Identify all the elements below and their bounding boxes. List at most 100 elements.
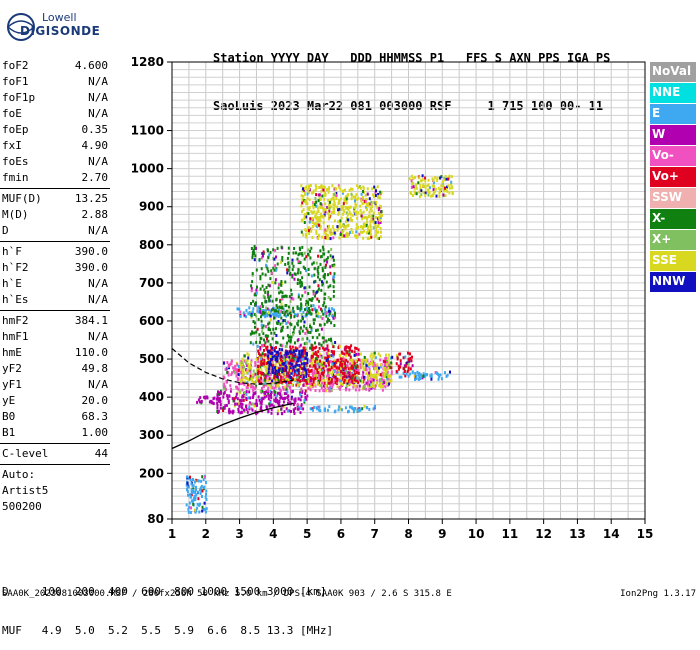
echo-point <box>333 192 336 196</box>
echo-point <box>332 289 335 293</box>
echo-point <box>350 192 353 196</box>
echo-point <box>328 319 331 322</box>
echo-point <box>317 311 320 315</box>
echo-point <box>195 493 198 497</box>
echo-point <box>227 373 230 377</box>
echo-point <box>373 367 376 371</box>
echo-point <box>312 261 315 265</box>
echo-point <box>260 399 263 403</box>
echo-point <box>201 495 203 498</box>
echo-point <box>324 191 327 194</box>
echo-point <box>268 311 271 315</box>
echo-point <box>419 189 422 192</box>
echo-point <box>328 214 331 218</box>
echo-point <box>411 194 414 197</box>
echo-point <box>255 401 258 405</box>
echo-point <box>265 390 268 394</box>
echo-point <box>331 264 334 267</box>
echo-point <box>253 331 256 335</box>
echo-point <box>261 343 263 347</box>
echo-point <box>366 208 368 212</box>
echo-point <box>308 339 311 343</box>
echo-point <box>421 174 424 178</box>
echo-point <box>312 380 315 384</box>
echo-point <box>365 364 368 368</box>
echo-point <box>257 317 260 321</box>
echo-point <box>304 396 307 399</box>
echo-point <box>326 355 329 358</box>
echo-point <box>324 308 327 312</box>
echo-point <box>376 206 379 210</box>
echo-point <box>407 368 410 372</box>
echo-point <box>216 393 219 397</box>
echo-point <box>381 388 384 392</box>
echo-point <box>359 204 362 208</box>
echo-point <box>302 355 305 359</box>
echo-point <box>345 211 348 215</box>
echo-point <box>217 399 220 403</box>
echo-point <box>418 176 421 180</box>
echo-point <box>301 201 304 205</box>
echo-point <box>354 372 356 376</box>
echo-point <box>293 369 296 373</box>
echo-point <box>250 359 253 363</box>
echo-point <box>360 197 363 201</box>
echo-point <box>349 231 352 234</box>
echo-point <box>360 361 363 365</box>
echo-point <box>276 306 279 310</box>
param-value: 49.8 <box>81 362 109 375</box>
param-label: foE <box>2 107 22 120</box>
echo-point <box>227 401 230 405</box>
echo-point <box>321 346 324 350</box>
echo-point <box>334 311 336 315</box>
echo-point <box>431 184 434 188</box>
echo-point <box>284 263 287 266</box>
echo-point <box>434 187 437 191</box>
echo-point <box>318 186 321 189</box>
echo-point <box>330 389 333 392</box>
echo-point <box>287 268 290 272</box>
echo-point <box>247 353 250 357</box>
echo-point <box>314 346 316 350</box>
echo-point <box>312 289 315 293</box>
echo-point <box>365 217 368 221</box>
echo-point <box>305 378 308 382</box>
echo-point <box>285 387 288 391</box>
echo-point <box>305 341 308 345</box>
echo-point <box>284 368 287 372</box>
echo-point <box>303 251 306 255</box>
legend-item-vominus: Vo- <box>650 146 696 166</box>
echo-point <box>370 235 373 239</box>
echo-point <box>278 291 281 295</box>
echo-point <box>355 210 358 214</box>
echo-point <box>265 263 268 267</box>
echo-point <box>339 370 342 374</box>
echo-point <box>403 364 406 368</box>
echo-point <box>399 362 402 366</box>
echo-point <box>377 230 380 234</box>
echo-point <box>317 219 320 223</box>
echo-point <box>235 361 238 365</box>
echo-point <box>339 382 342 386</box>
echo-point <box>251 253 254 257</box>
echo-point <box>350 366 353 370</box>
echo-point <box>271 366 274 370</box>
echo-point <box>314 376 317 380</box>
echo-point <box>281 397 284 400</box>
echo-point <box>356 385 359 389</box>
echo-point <box>329 254 332 258</box>
echo-point <box>343 372 346 376</box>
echo-point <box>306 202 309 206</box>
echo-point <box>319 368 322 372</box>
echo-point <box>427 183 430 187</box>
echo-point <box>315 200 318 204</box>
echo-point <box>385 382 388 385</box>
echo-point <box>277 315 280 318</box>
echo-point <box>312 210 315 214</box>
echo-point <box>308 386 311 390</box>
echo-point <box>274 363 277 367</box>
echo-point <box>353 206 356 210</box>
echo-point <box>275 297 278 301</box>
echo-point <box>236 368 238 372</box>
echo-point <box>189 478 192 482</box>
